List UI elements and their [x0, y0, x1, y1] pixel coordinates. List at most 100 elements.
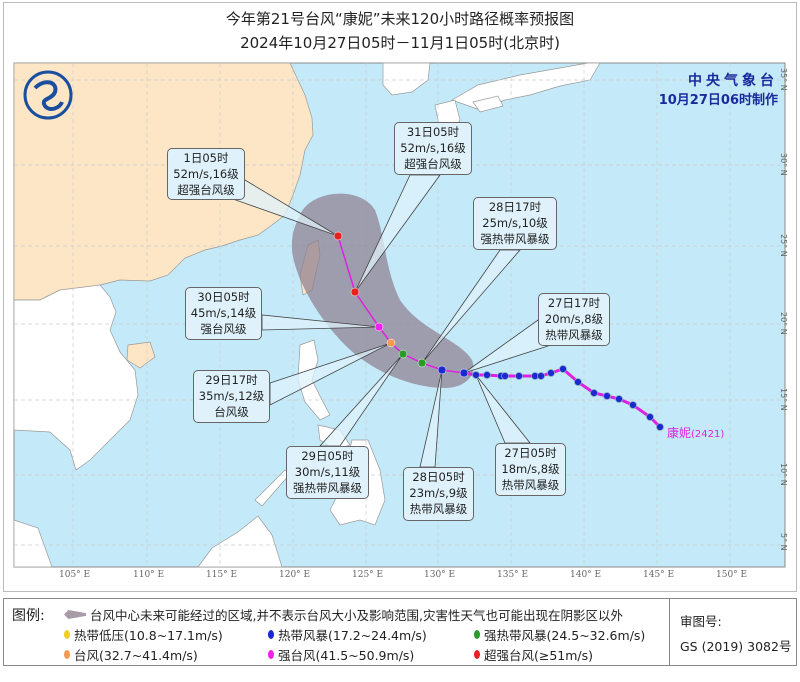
forecast-category: 强台风级	[200, 322, 247, 336]
forecast-track-point	[459, 368, 469, 378]
lon-tick-label: 145° E	[643, 570, 675, 580]
past-track-point	[547, 369, 555, 377]
forecast-wind: 52m/s,16级	[400, 141, 466, 155]
forecast-category: 超强台风级	[404, 157, 462, 171]
category-color-icon	[474, 650, 480, 659]
forecast-time: 29日17时	[205, 373, 258, 387]
review-number-panel: 审图号: GS (2019) 3082号	[669, 599, 797, 665]
forecast-label: 28日17时 25m/s,10级 强热带风暴级	[473, 197, 557, 250]
category-label: 强热带风暴(24.5~32.6m/s)	[484, 628, 646, 643]
category-label: 强台风(41.5~50.9m/s)	[278, 648, 415, 663]
cone-swatch	[64, 610, 86, 619]
forecast-time: 1日05时	[183, 151, 229, 165]
forecast-time: 30日05时	[197, 290, 250, 304]
category-color-icon	[268, 650, 274, 659]
forecast-wind: 30m/s,11级	[294, 465, 361, 479]
past-track-point	[603, 392, 611, 400]
lon-tick-label: 125° E	[352, 570, 384, 580]
legend-title: 图例:	[12, 608, 45, 624]
review-label: 审图号:	[680, 614, 722, 629]
forecast-track-point	[374, 322, 384, 332]
label-leader	[421, 249, 521, 364]
forecast-label: 30日05时 45m/s,14级 强台风级	[185, 287, 262, 340]
cma-logo	[23, 70, 73, 120]
review-number: GS (2019) 3082号	[680, 639, 792, 654]
forecast-category: 热带风暴级	[545, 328, 603, 342]
forecast-time: 31日05时	[406, 125, 460, 139]
borneo	[197, 515, 283, 568]
label-leader	[261, 314, 380, 331]
lon-tick-label: 135° E	[497, 570, 529, 580]
past-track-point	[656, 423, 664, 431]
lat-tick-label: 10° N	[779, 463, 788, 486]
hainan	[126, 341, 156, 369]
legend: 图例: 台风中心未来可能经过的区域,并不表示台风大小及影响范围,灾害性天气也可能…	[3, 598, 797, 666]
forecast-wind: 25m/s,10级	[482, 216, 548, 230]
forecast-wind: 45m/s,14级	[190, 306, 257, 320]
forecast-label: 1日05时 52m/s,16级 超强台风级	[167, 148, 245, 200]
past-track-point	[515, 372, 523, 380]
map-subtitle: 2024年10月27日05时－11月1日05时(北京时)	[240, 34, 560, 52]
past-track-point	[472, 371, 480, 379]
legend-category: 强台风(41.5~50.9m/s)	[268, 645, 414, 664]
forecast-label: 28日05时 23m/s,9级 热带风暴级	[403, 467, 474, 521]
lon-tick-label: 115° E	[206, 570, 238, 580]
map-title: 今年第21号台风“康妮”未来120小时路径概率预报图	[225, 10, 575, 28]
forecast-track-point	[398, 349, 408, 359]
past-track-point	[559, 365, 567, 373]
southeast-asia	[13, 284, 139, 471]
category-color-icon	[474, 630, 480, 639]
forecast-track-point	[333, 231, 343, 241]
past-track-point	[483, 371, 491, 379]
forecast-time: 27日17时	[547, 296, 601, 310]
past-track-point	[615, 395, 623, 403]
lon-tick-label: 130° E	[424, 570, 456, 580]
legend-category: 台风(32.7~41.4m/s)	[64, 645, 198, 664]
label-leaders	[229, 174, 549, 468]
past-track-point	[646, 413, 654, 421]
storm-code: (2421)	[691, 429, 725, 440]
lat-tick-label: 15° N	[779, 388, 788, 411]
forecast-category: 强热带风暴级	[480, 232, 550, 246]
typhoon-track-map	[13, 62, 786, 568]
lat-tick-label: 5° N	[779, 533, 788, 551]
forecast-label: 29日05时 30m/s,11级 强热带风暴级	[286, 446, 369, 499]
legend-category: 超强台风(≥51m/s)	[474, 645, 593, 664]
forecast-category: 台风级	[214, 405, 249, 419]
figure-frame	[3, 2, 797, 592]
shikoku	[472, 95, 504, 113]
label-leader	[354, 174, 441, 293]
forecast-wind: 35m/s,12级	[198, 389, 265, 403]
forecast-wind: 18m/s,8级	[501, 462, 560, 476]
past-track-point	[574, 378, 582, 386]
legend-cone: 台风中心未来可能经过的区域,并不表示台风大小及影响范围,灾害性天气也可能出现在阴…	[64, 605, 623, 624]
forecast-time: 28日17时	[488, 200, 542, 214]
lat-tick-label: 25° N	[779, 234, 788, 257]
forecast-label: 27日17时 20m/s,8级 热带风暴级	[538, 293, 610, 346]
forecast-category: 强热带风暴级	[293, 481, 362, 495]
forecast-track-point	[417, 358, 427, 368]
forecast-track-point	[350, 287, 360, 297]
storm-label: 康妮(2421)	[667, 424, 724, 441]
forecast-time: 29日05时	[301, 449, 354, 463]
category-label: 超强台风(≥51m/s)	[484, 648, 594, 663]
forecast-track-point	[437, 365, 447, 375]
legend-category: 热带风暴(17.2~24.4m/s)	[268, 625, 427, 644]
lat-tick-label: 20° N	[779, 312, 788, 335]
category-color-icon	[268, 630, 274, 639]
legend-cone-text: 台风中心未来可能经过的区域,并不表示台风大小及影响范围,灾害性天气也可能出现在阴…	[90, 608, 623, 623]
forecast-label: 31日05时 52m/s,16级 超强台风级	[394, 122, 472, 175]
lon-tick-label: 150° E	[716, 570, 748, 580]
category-label: 热带低压(10.8~17.1m/s)	[74, 628, 223, 643]
probability-cone	[291, 193, 474, 388]
lat-tick-label: 30° N	[779, 153, 788, 176]
lon-tick-label: 120° E	[279, 570, 311, 580]
forecast-label: 29日17时 35m/s,12级 台风级	[193, 370, 270, 423]
forecast-time: 27日05时	[504, 446, 557, 460]
storm-name: 康妮	[667, 426, 692, 440]
agency-name: 中央气象台	[688, 73, 778, 89]
typhoon-track	[333, 231, 664, 431]
forecast-wind: 52m/s,16级	[173, 167, 239, 181]
category-color-icon	[64, 650, 70, 659]
lon-tick-label: 110° E	[133, 570, 165, 580]
